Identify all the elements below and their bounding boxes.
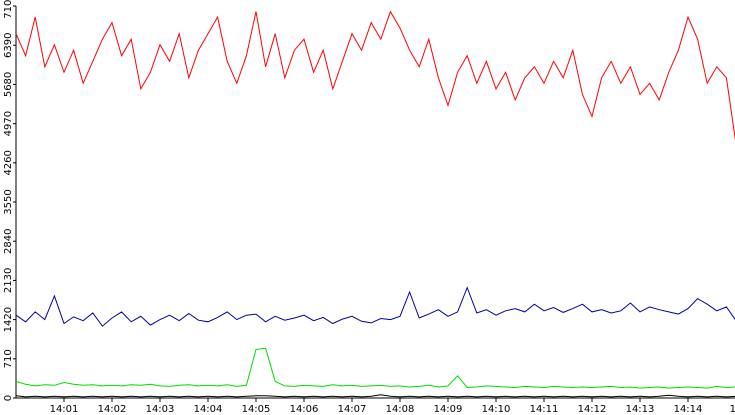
x-tick-label: 14:10 (482, 404, 511, 415)
series-line (15, 286, 735, 327)
x-tick-label: 14:02 (98, 404, 127, 415)
x-tick-label: 14:01 (50, 404, 79, 415)
y-tick-label: 4260 (3, 150, 14, 175)
x-tick-label: 14:13 (626, 404, 655, 415)
y-tick-label: 1420 (3, 307, 14, 332)
x-tick-label: 14:08 (386, 404, 415, 415)
y-tick-label: 3550 (3, 189, 14, 214)
x-tick-label: 14 (730, 404, 735, 415)
y-tick-label: 6390 (3, 33, 14, 58)
series-line (15, 347, 735, 389)
x-tick-label: 14:07 (338, 404, 367, 415)
x-tick-label: 14:09 (434, 404, 463, 415)
x-tick-label: 14:04 (194, 404, 223, 415)
y-tick-label: 7101 (3, 0, 14, 19)
y-tick-label: 710 (3, 349, 14, 368)
x-tick-label: 14:06 (290, 404, 319, 415)
x-tick-label: 14:14 (674, 404, 703, 415)
series-line (15, 10, 735, 141)
y-tick-label: 0 (3, 395, 14, 401)
y-tick-label: 2840 (3, 228, 14, 253)
x-tick-label: 14:03 (146, 404, 175, 415)
x-tick-label: 14:11 (530, 404, 559, 415)
x-tick-label: 14:12 (578, 404, 607, 415)
y-tick-label: 5680 (3, 72, 14, 97)
y-tick-label: 4970 (3, 111, 14, 136)
y-tick-label: 2130 (3, 268, 14, 293)
series-line (15, 394, 735, 398)
x-tick-label: 14:05 (242, 404, 271, 415)
